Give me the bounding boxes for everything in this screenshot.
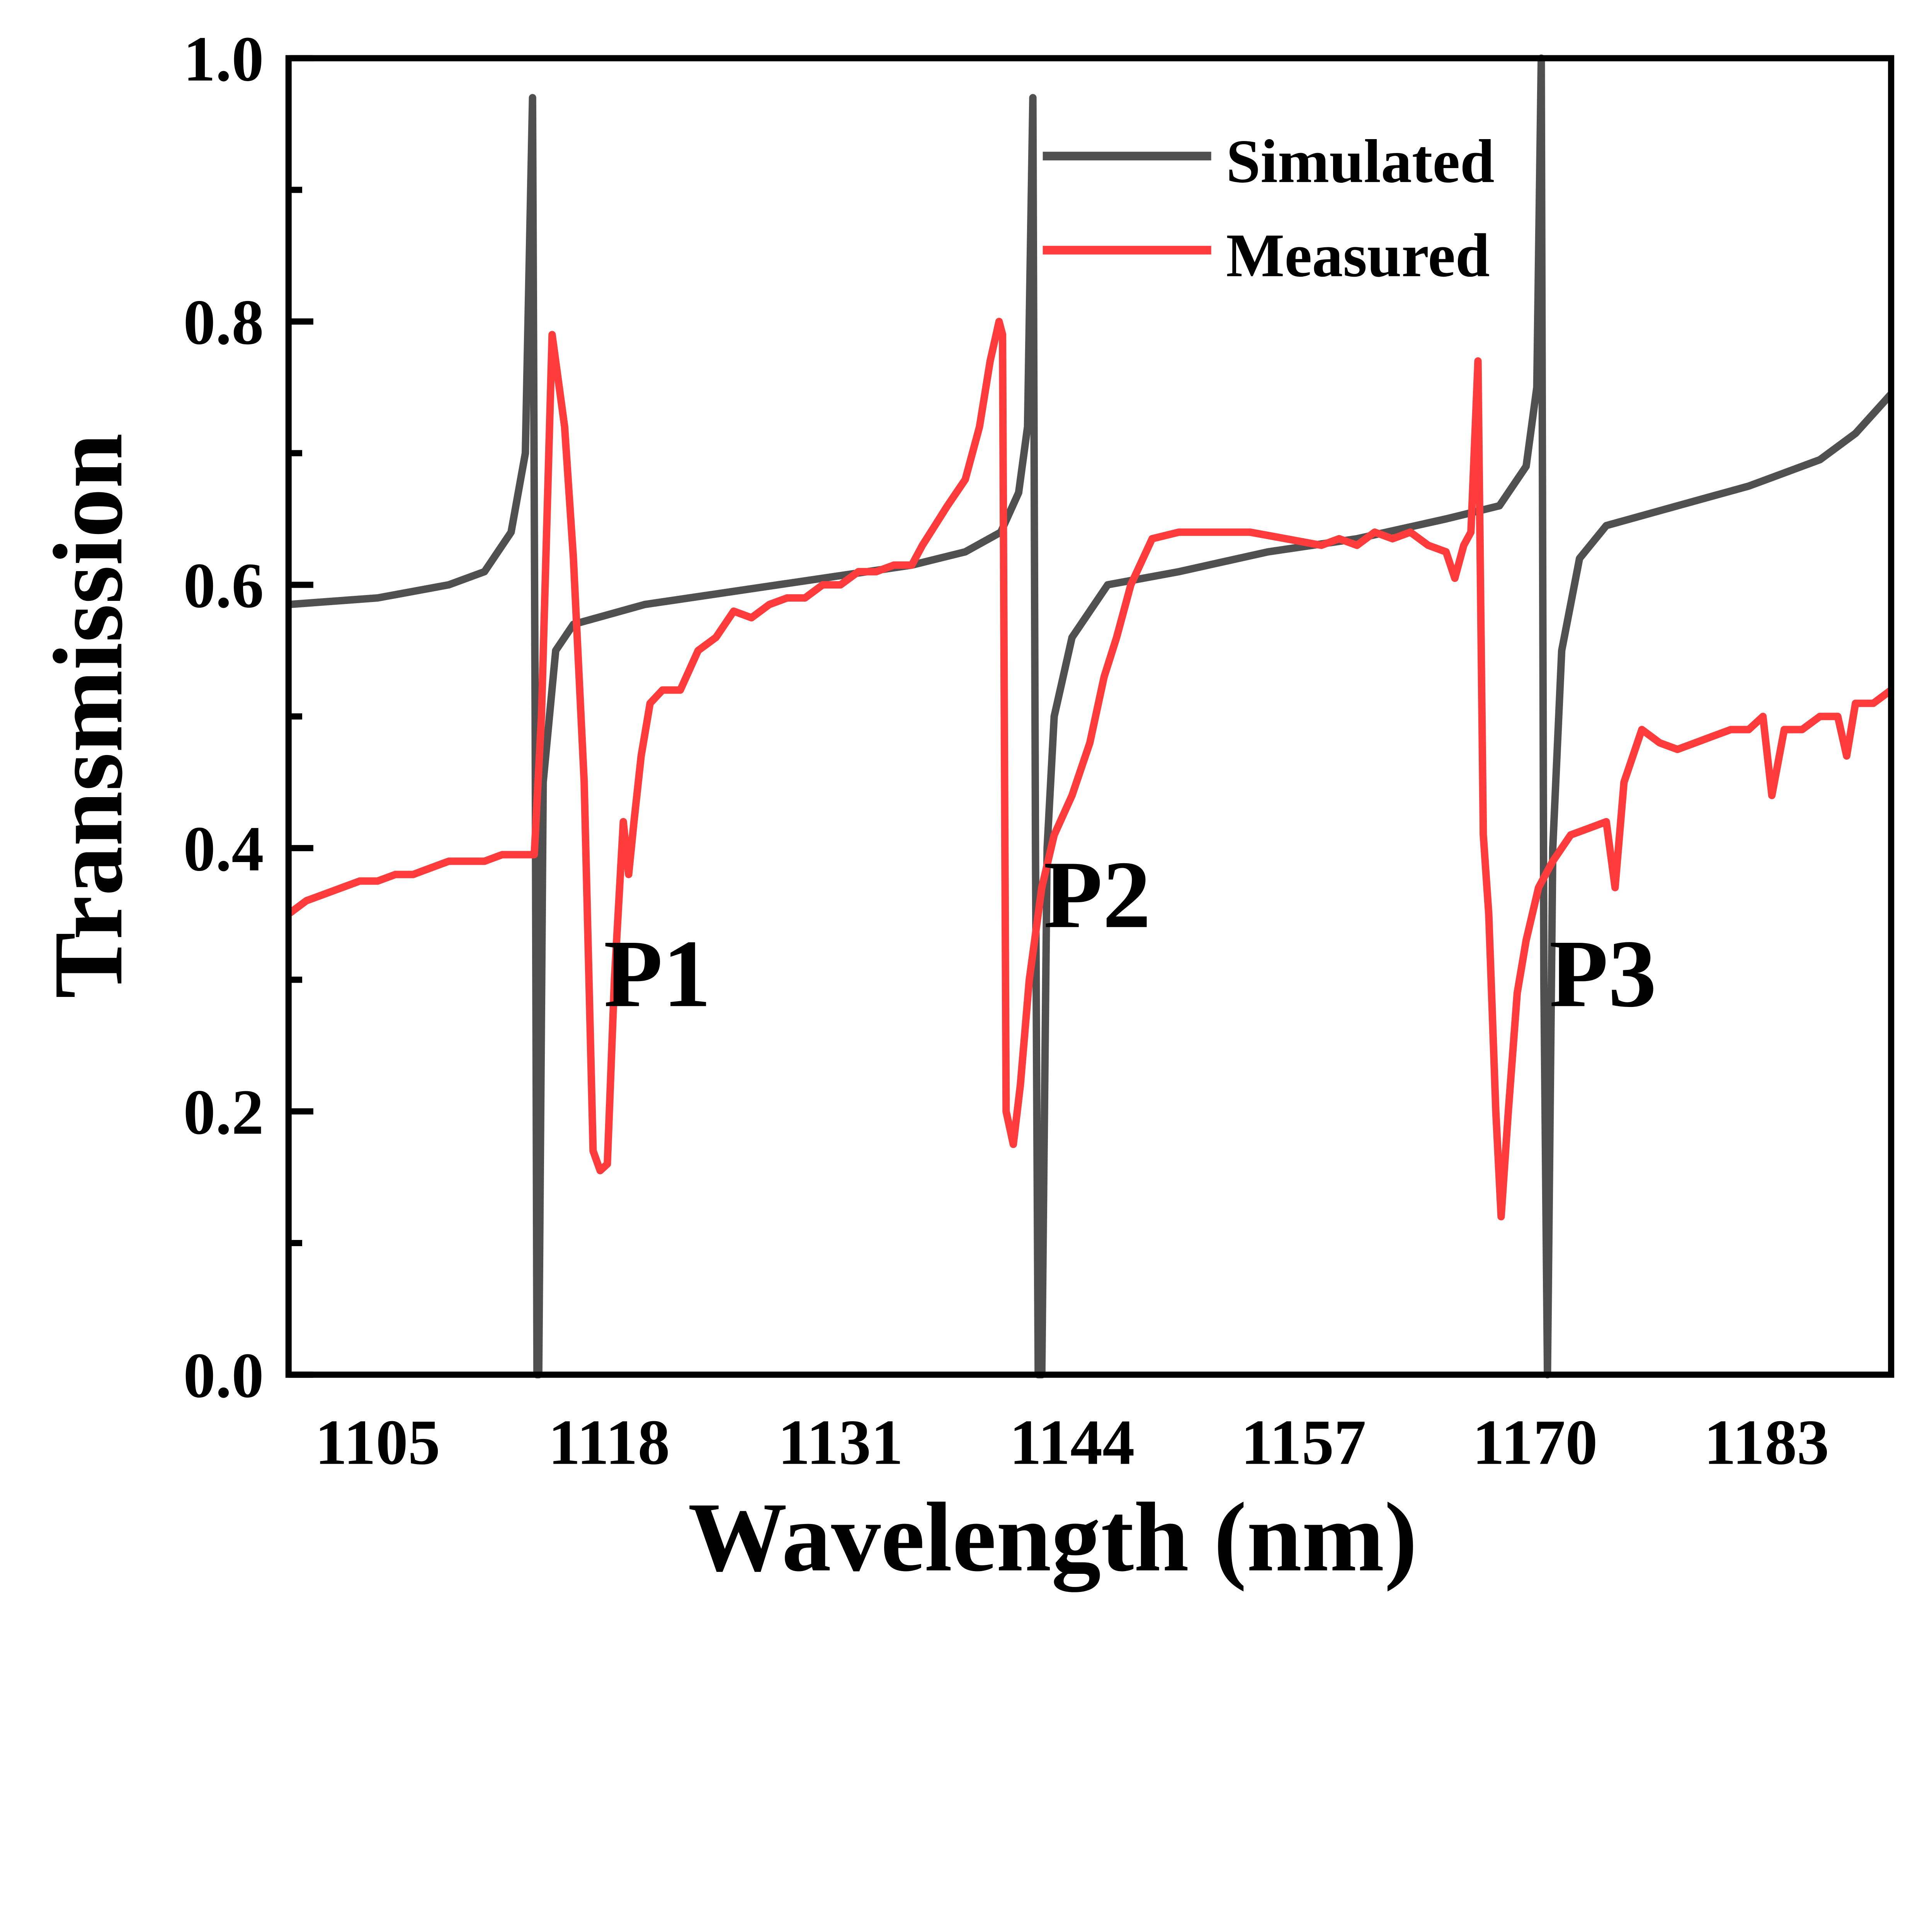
legend: Simulated Measured xyxy=(1043,127,1495,290)
y-axis-ticks: 0.0 0.2 0.4 0.6 0.8 1.0 xyxy=(183,23,313,1411)
y-tick-label: 0.2 xyxy=(183,1077,264,1148)
plot-lines xyxy=(286,54,1894,1379)
x-tick-label: 1118 xyxy=(548,1406,670,1478)
x-tick-label: 1131 xyxy=(778,1406,903,1478)
x-tick-label: 1105 xyxy=(315,1406,440,1478)
y-tick-label: 0.4 xyxy=(183,813,264,885)
y-tick-label: 0.6 xyxy=(183,550,264,621)
y-tick-label: 1.0 xyxy=(183,23,264,95)
annotation-p2: P2 xyxy=(1044,841,1151,948)
peak-annotations: P1 P2 P3 xyxy=(604,841,1656,1027)
y-axis-label: Transmission xyxy=(34,433,143,998)
y-tick-label: 0.0 xyxy=(183,1340,264,1411)
legend-label-simulated: Simulated xyxy=(1226,127,1495,196)
annotation-p1: P1 xyxy=(604,920,711,1027)
x-tick-label: 1144 xyxy=(1009,1406,1134,1478)
x-axis-label: Wavelength (nm) xyxy=(688,1483,1417,1594)
x-tick-label: 1157 xyxy=(1241,1406,1366,1478)
series-line-simulated xyxy=(288,54,1894,1379)
transmission-chart: 0.00.20.40.60.81.0 1105 1118 1131 1144 1157 1… xyxy=(34,23,1895,1594)
y-tick-label: 0.8 xyxy=(183,287,264,358)
annotation-p3: P3 xyxy=(1549,920,1656,1027)
x-tick-label: 1183 xyxy=(1704,1406,1829,1478)
x-tick-label: 1170 xyxy=(1473,1406,1598,1478)
legend-label-measured: Measured xyxy=(1226,221,1490,290)
x-axis-ticks: 1105 1118 1131 1144 1157 1170 1183 xyxy=(315,1406,1829,1478)
series-line-measured xyxy=(286,318,1893,1221)
